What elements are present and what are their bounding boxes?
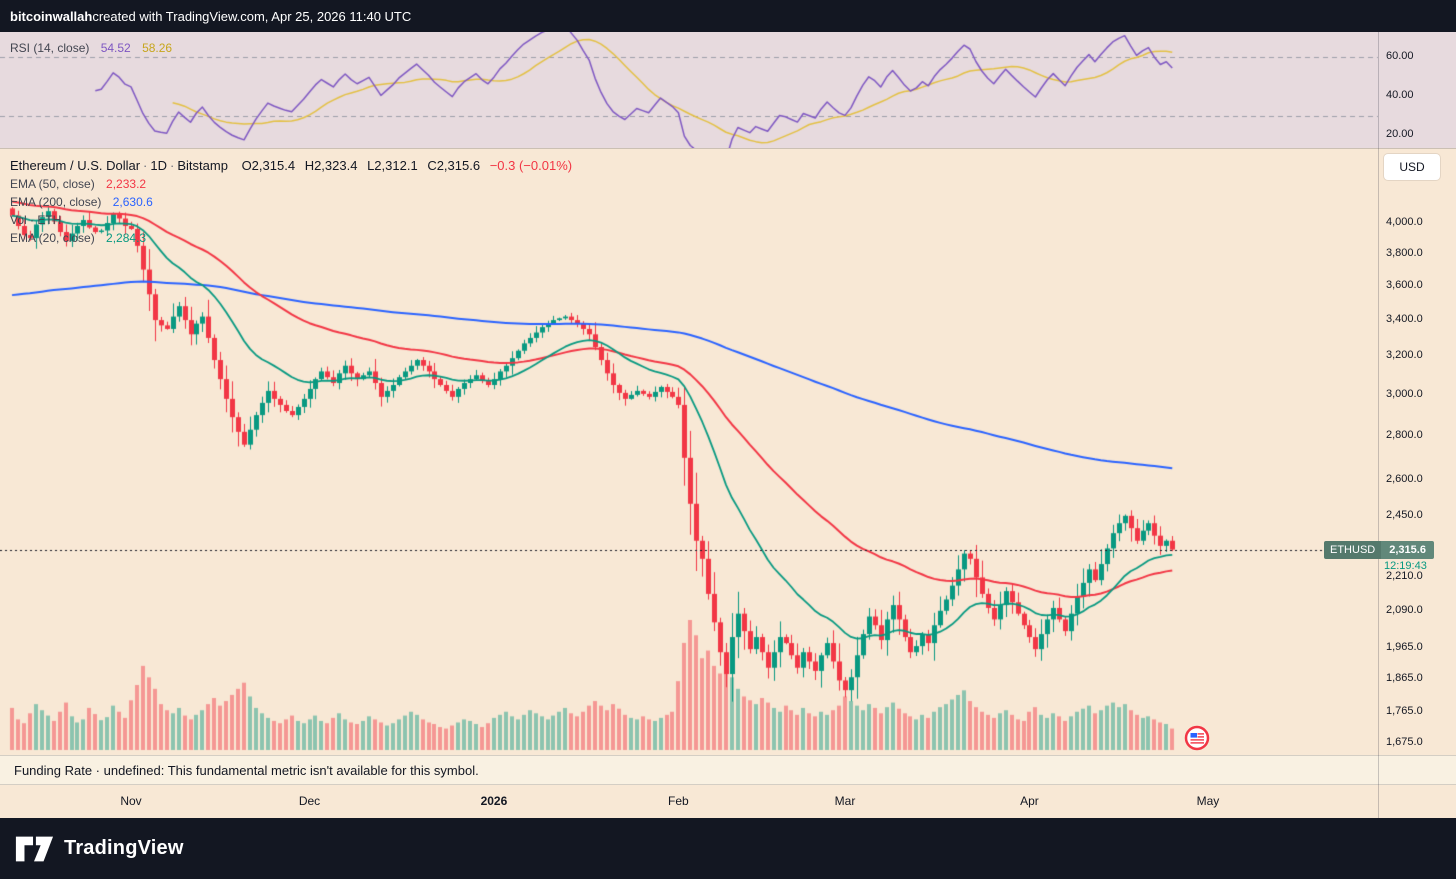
rsi-plot-canvas[interactable] — [0, 32, 1378, 148]
price-axis-label: 3,400.0 — [1386, 313, 1423, 326]
price-axis-label: 1,675.0 — [1386, 736, 1423, 749]
ema20-label: EMA (20, close) — [10, 231, 95, 245]
ema50-legend[interactable]: EMA (50, close) 2,233.2 — [10, 177, 146, 191]
ohlc-close: C2,315.6 — [427, 158, 481, 173]
ema200-legend[interactable]: EMA (200, close) 2,630.6 — [10, 195, 153, 209]
funding-rate-text: Funding Rate · undefined: This fundament… — [14, 762, 479, 778]
volume-legend[interactable]: Vol · ETH — [10, 213, 61, 227]
ema50-label: EMA (50, close) — [10, 177, 95, 191]
last-price-symbol: ETHUSD — [1324, 540, 1382, 559]
price-axis-label: 1,765.0 — [1386, 704, 1423, 717]
price-axis-label: 3,600.0 — [1386, 278, 1423, 291]
ema20-value: 2,284.3 — [106, 231, 147, 245]
rsi-legend-label: RSI (14, close) — [10, 41, 90, 55]
ema20-legend[interactable]: EMA (20, close) 2,284.3 — [10, 231, 146, 245]
bar-countdown: 12:19:43 — [1384, 559, 1427, 572]
time-axis-label: May — [1196, 794, 1220, 808]
last-price-value: 2,315.6 — [1381, 540, 1434, 559]
price-axis-label: 3,800.0 — [1386, 246, 1423, 259]
price-scale-divider — [1378, 32, 1379, 818]
price-axis-label: 2,090.0 — [1386, 603, 1423, 616]
price-axis-label: 1,865.0 — [1386, 671, 1423, 684]
rsi-price-scale[interactable]: 60.00 40.00 20.00 — [1378, 32, 1456, 148]
attribution-bar: bitcoinwallah created with TradingView.c… — [0, 0, 1456, 32]
ema50-value: 2,233.2 — [106, 177, 147, 191]
price-axis-label: 2,600.0 — [1386, 473, 1423, 486]
rsi-axis-label: 40.00 — [1386, 89, 1414, 101]
time-axis-label: Mar — [834, 794, 856, 808]
time-axis-label: Apr — [1020, 794, 1039, 808]
price-scale[interactable]: 4,000.0 3,800.0 3,600.0 3,400.0 3,200.0 3,000… — [1378, 148, 1456, 755]
time-axis-label: Dec — [298, 794, 321, 808]
price-axis-label: 2,450.0 — [1386, 508, 1423, 521]
price-axis-label: 3,200.0 — [1386, 349, 1423, 362]
rsi-axis-label: 20.00 — [1386, 128, 1414, 140]
brand-name[interactable]: TradingView — [64, 837, 184, 859]
attribution-author: bitcoinwallah — [10, 8, 93, 24]
rsi-ma-value: 58.26 — [142, 41, 173, 55]
price-axis-label: 2,800.0 — [1386, 429, 1423, 442]
volume-label: Vol · ETH — [10, 213, 62, 227]
rsi-pane: RSI (14, close) 54.52 58.26 — [0, 32, 1456, 148]
symbol-legend[interactable]: Ethereum / U.S. Dollar · 1D · Bitstamp O2,31… — [10, 158, 573, 173]
price-axis-label: 3,000.0 — [1386, 387, 1423, 400]
rsi-legend[interactable]: RSI (14, close) 54.52 58.26 — [10, 41, 172, 55]
exchange-label: Bitstamp — [177, 158, 228, 173]
rsi-axis-label: 60.00 — [1386, 50, 1414, 62]
ema200-label: EMA (200, close) — [10, 195, 102, 209]
attribution-text: created with TradingView.com, Apr 25, 20… — [92, 8, 412, 24]
time-scale[interactable]: Nov Dec 2026 Feb Mar Apr May — [0, 785, 1456, 818]
events-flag-icon[interactable] — [1184, 725, 1210, 751]
time-axis-label: Nov — [120, 794, 142, 808]
price-axis-label: 4,000.0 — [1386, 216, 1423, 228]
rsi-value: 54.52 — [100, 41, 131, 55]
time-axis-label: Feb — [668, 794, 689, 808]
tradingview-logo-icon[interactable] — [14, 835, 54, 863]
footer-bar: TradingView — [0, 818, 1456, 879]
currency-toggle-button[interactable]: USD — [1384, 154, 1440, 180]
ohlc-low: L2,312.1 — [367, 158, 418, 173]
price-axis-label: 1,965.0 — [1386, 640, 1423, 653]
funding-rate-notice: Funding Rate · undefined: This fundament… — [0, 755, 1456, 785]
ohlc-change: −0.3 (−0.01%) — [489, 158, 573, 173]
ohlc-high: H2,323.4 — [304, 158, 358, 173]
price-pane: Ethereum / U.S. Dollar · 1D · Bitstamp O2,31… — [0, 148, 1456, 755]
time-axis-label: 2026 — [480, 794, 508, 808]
last-price-badge: ETHUSD 2,315.6 — [1324, 540, 1434, 559]
interval-label: 1D — [150, 158, 168, 173]
symbol-title: Ethereum / U.S. Dollar — [10, 158, 141, 173]
ohlc-open: O2,315.4 — [241, 158, 296, 173]
price-axis-label: 2,210.0 — [1386, 570, 1423, 583]
pane-divider — [0, 148, 1456, 149]
ema200-value: 2,630.6 — [112, 195, 153, 209]
price-plot-canvas[interactable] — [0, 148, 1378, 755]
